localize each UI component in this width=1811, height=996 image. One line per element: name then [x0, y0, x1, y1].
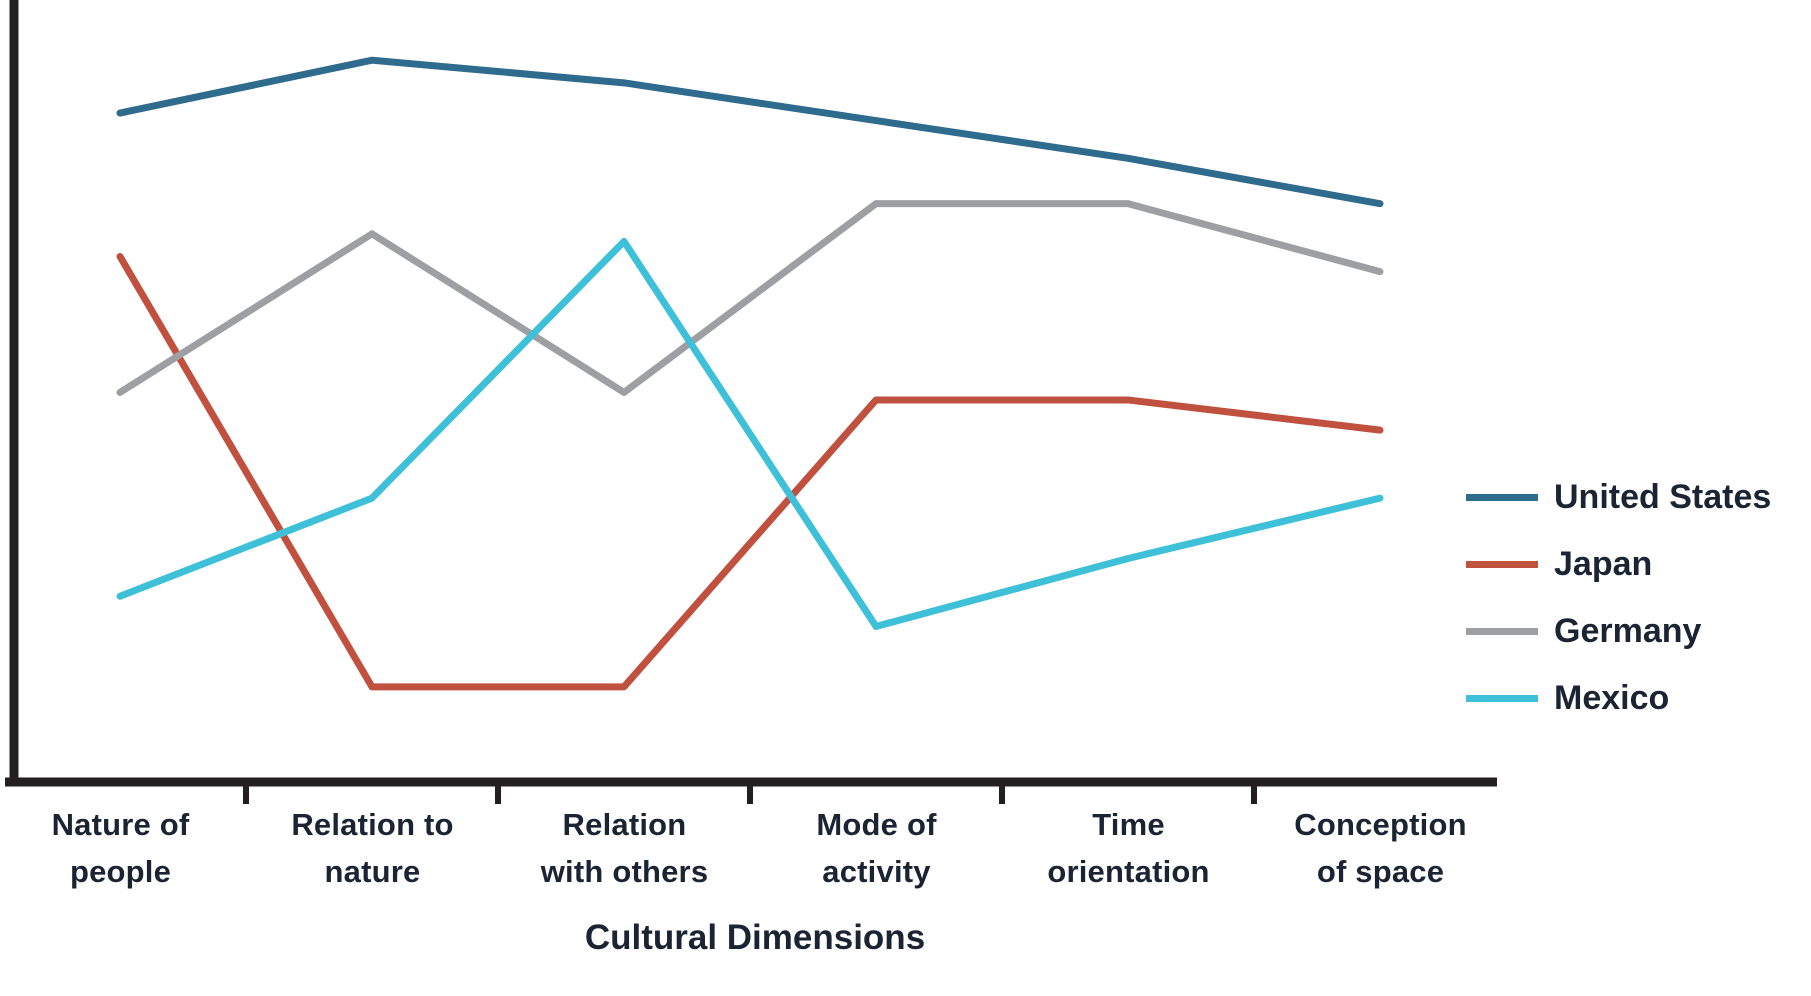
series-line-japan: [116, 253, 1384, 691]
legend-item-mexico: Mexico: [1466, 679, 1771, 717]
series-line-mexico: [116, 237, 1384, 630]
legend-swatch-mexico: [1466, 694, 1538, 702]
legend-swatch-germany: [1466, 627, 1538, 635]
legend: United States Japan Germany Mexico: [1466, 478, 1771, 717]
series-line-germany: [116, 200, 1384, 396]
legend-item-japan: Japan: [1466, 545, 1771, 583]
legend-label-japan: Japan: [1554, 544, 1653, 583]
legend-label-mexico: Mexico: [1554, 678, 1670, 717]
legend-swatch-united-states: [1466, 493, 1538, 501]
legend-label-germany: Germany: [1554, 611, 1702, 650]
legend-item-germany: Germany: [1466, 612, 1771, 650]
series-line-united-states: [116, 56, 1384, 208]
legend-label-united-states: United States: [1554, 477, 1772, 516]
legend-item-united-states: United States: [1466, 478, 1771, 516]
x-axis-title: Cultural Dimensions: [584, 918, 926, 957]
legend-swatch-japan: [1466, 560, 1538, 568]
